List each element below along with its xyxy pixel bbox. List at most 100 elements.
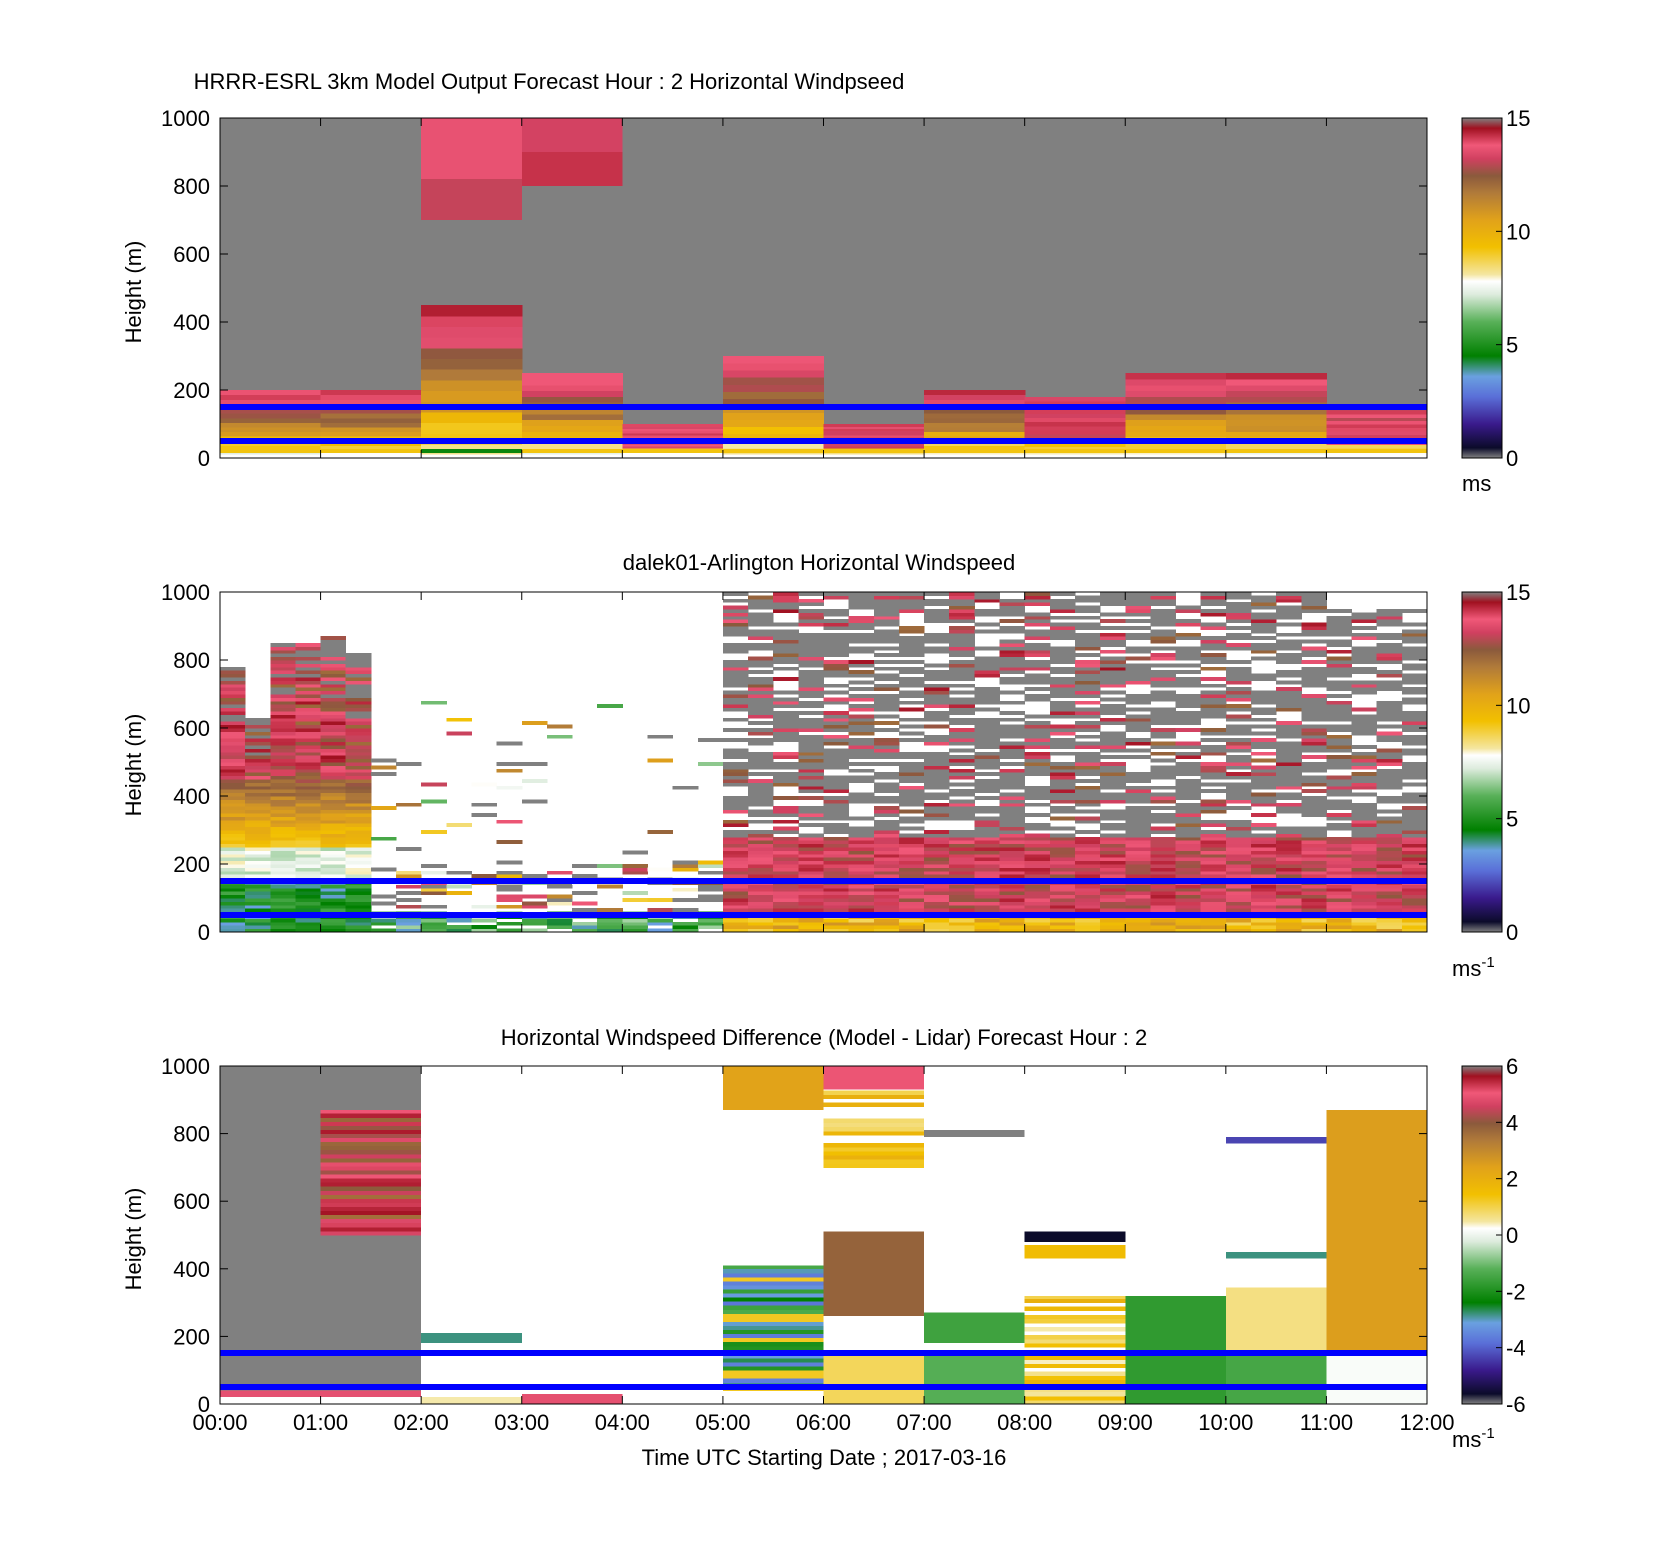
- data-cell: [622, 891, 648, 896]
- data-cell: [1074, 755, 1101, 760]
- data-cell: [748, 789, 774, 794]
- data-cell: [924, 857, 950, 862]
- data-cell: [722, 391, 825, 399]
- data-cell: [1326, 870, 1353, 875]
- data-cell: [1326, 700, 1353, 705]
- data-cell: [320, 714, 347, 719]
- data-cell: [1100, 843, 1126, 848]
- data-cell: [1175, 857, 1202, 862]
- data-cell: [220, 898, 246, 902]
- data-cell: [898, 690, 925, 695]
- data-cell: [1326, 711, 1353, 715]
- data-cell: [270, 898, 296, 902]
- data-cell: [1401, 813, 1427, 817]
- data-cell: [722, 1268, 824, 1274]
- data-cell: [1250, 765, 1277, 770]
- data-cell: [672, 921, 699, 926]
- data-cell: [722, 775, 749, 780]
- data-cell: [722, 762, 749, 766]
- data-cell: [295, 836, 322, 841]
- data-cell: [1125, 413, 1227, 421]
- data-cell: [898, 639, 925, 644]
- data-cell: [773, 813, 799, 817]
- data-cell: [1175, 830, 1202, 834]
- data-cell: [974, 908, 1001, 913]
- data-cell: [1276, 700, 1302, 705]
- data-cell: [748, 785, 774, 790]
- data-cell: [220, 687, 246, 692]
- data-cell: [999, 660, 1026, 664]
- data-cell: [345, 819, 372, 824]
- data-cell: [270, 921, 296, 926]
- data-cell: [823, 697, 850, 702]
- data-cell: [345, 762, 372, 766]
- data-cell: [1074, 884, 1101, 889]
- data-cell: [1376, 921, 1403, 926]
- data-cell: [597, 925, 623, 930]
- data-cell: [848, 864, 875, 868]
- data-cell: [974, 806, 1001, 811]
- data-cell: [873, 836, 900, 841]
- data-cell: [1301, 632, 1327, 637]
- data-cell: [949, 928, 975, 932]
- data-cell: [1049, 918, 1076, 923]
- data-cell: [848, 898, 875, 902]
- data-cell: [1200, 602, 1227, 607]
- data-cell: [1125, 632, 1151, 637]
- data-cell: [1100, 925, 1126, 930]
- data-cell: [949, 728, 975, 732]
- data-cell: [295, 813, 322, 817]
- data-cell: [295, 697, 322, 702]
- data-cell: [370, 772, 397, 777]
- data-cell: [773, 925, 799, 930]
- data-cell: [1100, 626, 1126, 630]
- data-cell: [1024, 592, 1051, 596]
- data-cell: [1125, 670, 1151, 675]
- data-cell: [1175, 796, 1202, 800]
- data-cell: [1250, 823, 1277, 828]
- data-cell: [1049, 809, 1076, 814]
- data-cell: [1175, 850, 1202, 855]
- data-cell: [421, 138, 522, 180]
- data-cell: [270, 799, 296, 804]
- data-cell: [924, 724, 950, 729]
- data-cell: [1225, 714, 1252, 719]
- data-cell: [974, 670, 1001, 675]
- data-cell: [873, 894, 900, 899]
- data-cell: [1301, 864, 1327, 868]
- data-cell: [1326, 860, 1353, 865]
- data-cell: [949, 619, 975, 624]
- data-cell: [924, 683, 950, 688]
- data-cell: [823, 843, 850, 848]
- data-cell: [722, 440, 825, 449]
- data-cell: [974, 755, 1001, 760]
- data-cell: [622, 918, 648, 923]
- data-cell: [496, 741, 523, 746]
- data-cell: [722, 1272, 824, 1278]
- data-cell: [1225, 908, 1252, 913]
- data-cell: [1049, 796, 1076, 800]
- data-cell: [295, 874, 322, 879]
- data-cell: [1049, 887, 1076, 892]
- data-cell: [823, 690, 850, 695]
- data-cell: [1074, 745, 1101, 749]
- data-cell: [1351, 660, 1378, 664]
- data-cell: [270, 928, 296, 932]
- data-cell: [295, 830, 322, 834]
- data-cell: [1024, 755, 1051, 760]
- data-cell: [748, 925, 774, 930]
- data-cell: [1276, 724, 1302, 729]
- data-cell: [1074, 894, 1101, 899]
- data-cell: [1351, 728, 1378, 732]
- data-cell: [1125, 853, 1151, 858]
- data-cell: [320, 908, 347, 913]
- data-cell: [898, 649, 925, 654]
- data-cell: [622, 428, 724, 432]
- data-cell: [270, 721, 296, 726]
- data-cell: [1376, 656, 1403, 661]
- data-cell: [270, 813, 296, 817]
- data-cell: [999, 840, 1026, 845]
- data-cell: [1175, 809, 1202, 814]
- data-cell: [924, 615, 950, 620]
- data-cell: [1150, 806, 1177, 811]
